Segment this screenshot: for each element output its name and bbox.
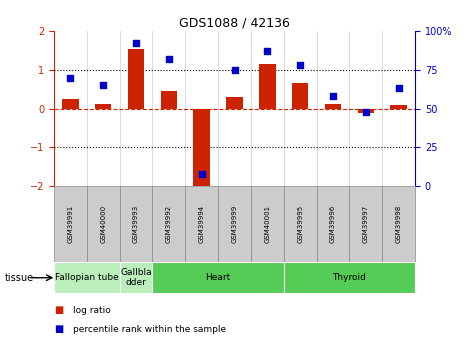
- Bar: [128, 49, 144, 109]
- Bar: [251, 186, 284, 262]
- Point: [165, 56, 173, 62]
- Text: GSM39991: GSM39991: [68, 205, 73, 243]
- Bar: [152, 262, 284, 293]
- Point: [67, 75, 74, 80]
- Text: GSM40001: GSM40001: [265, 205, 270, 243]
- Bar: [325, 104, 341, 109]
- Bar: [218, 186, 251, 262]
- Text: GSM39998: GSM39998: [396, 205, 401, 243]
- Point: [99, 82, 107, 88]
- Point: [132, 41, 140, 46]
- Bar: [185, 186, 218, 262]
- Text: GSM40000: GSM40000: [100, 205, 106, 243]
- Point: [329, 93, 337, 99]
- Bar: [120, 186, 152, 262]
- Point: [296, 62, 304, 68]
- Text: ■: ■: [54, 306, 63, 315]
- Bar: [284, 186, 317, 262]
- Point: [198, 171, 205, 177]
- Bar: [349, 186, 382, 262]
- Bar: [62, 99, 78, 109]
- Bar: [152, 186, 185, 262]
- Point: [395, 86, 402, 91]
- Text: Gallbla
dder: Gallbla dder: [120, 268, 152, 287]
- Bar: [120, 262, 152, 293]
- Bar: [54, 186, 87, 262]
- Text: Thyroid: Thyroid: [333, 273, 366, 282]
- Text: GSM39996: GSM39996: [330, 205, 336, 243]
- Bar: [160, 91, 177, 109]
- Bar: [357, 109, 374, 113]
- Point: [362, 109, 370, 115]
- Text: log ratio: log ratio: [73, 306, 110, 315]
- Bar: [284, 262, 415, 293]
- Bar: [95, 104, 111, 109]
- Text: GSM39993: GSM39993: [133, 205, 139, 243]
- Text: Fallopian tube: Fallopian tube: [55, 273, 119, 282]
- Bar: [292, 83, 308, 109]
- Text: Heart: Heart: [205, 273, 231, 282]
- Text: tissue: tissue: [5, 273, 34, 283]
- Point: [264, 49, 271, 54]
- Text: GSM39994: GSM39994: [199, 205, 204, 243]
- Text: GSM39999: GSM39999: [232, 205, 237, 243]
- Bar: [317, 186, 349, 262]
- Bar: [259, 64, 275, 109]
- Text: GSM39992: GSM39992: [166, 205, 172, 243]
- Point: [231, 67, 238, 73]
- Bar: [193, 109, 210, 190]
- Text: ■: ■: [54, 325, 63, 334]
- Bar: [54, 262, 120, 293]
- Bar: [87, 186, 120, 262]
- Title: GDS1088 / 42136: GDS1088 / 42136: [179, 17, 290, 30]
- Text: GSM39997: GSM39997: [363, 205, 369, 243]
- Text: percentile rank within the sample: percentile rank within the sample: [73, 325, 226, 334]
- Text: GSM39995: GSM39995: [297, 205, 303, 243]
- Bar: [382, 186, 415, 262]
- Bar: [226, 97, 242, 109]
- Bar: [390, 105, 407, 109]
